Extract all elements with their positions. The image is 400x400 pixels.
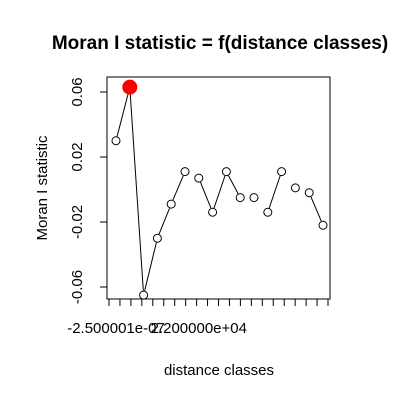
data-point-0 <box>112 137 120 145</box>
x-axis-label: distance classes <box>164 362 274 379</box>
series-segment-8 <box>269 176 280 208</box>
data-point-8 <box>222 168 230 176</box>
data-point-7 <box>209 208 217 216</box>
data-point-4 <box>167 200 175 208</box>
data-point-10 <box>250 194 258 202</box>
x-tick-label-1: 2.200000e+04 <box>151 320 247 337</box>
y-tick-label-0: 0.06 <box>69 77 86 106</box>
series-segment-9 <box>311 197 321 221</box>
x-axis: -2.500001e-072.200000e+04 <box>67 299 328 337</box>
highlighted-point <box>123 80 137 94</box>
series-segment-5 <box>200 182 210 208</box>
series-lines <box>117 94 321 291</box>
y-tick-label-3: -0.06 <box>69 270 86 304</box>
data-point-12 <box>278 168 286 176</box>
data-point-13 <box>291 184 299 192</box>
series-segment-0 <box>117 94 128 136</box>
series-segment-3 <box>159 208 169 234</box>
data-point-5 <box>181 168 189 176</box>
chart-title: Moran I statistic = f(distance classes) <box>52 33 388 54</box>
series-segment-7 <box>229 176 239 194</box>
y-axis-label: Moran I statistic <box>34 135 51 241</box>
series-points <box>112 80 327 299</box>
y-axis: 0.06 0.02 -0.02 -0.06 <box>69 77 107 304</box>
data-point-9 <box>236 194 244 202</box>
data-point-2 <box>140 291 148 299</box>
y-tick-label-1: 0.02 <box>69 142 86 171</box>
data-point-6 <box>195 174 203 182</box>
data-point-15 <box>319 221 327 229</box>
data-point-11 <box>264 208 272 216</box>
data-point-3 <box>153 234 161 242</box>
series-segment-1 <box>130 94 143 291</box>
series-segment-4 <box>173 176 183 200</box>
series-segment-6 <box>214 176 225 208</box>
y-tick-label-2: -0.02 <box>69 205 86 239</box>
series-segment-2 <box>145 243 157 291</box>
data-point-14 <box>305 189 313 197</box>
